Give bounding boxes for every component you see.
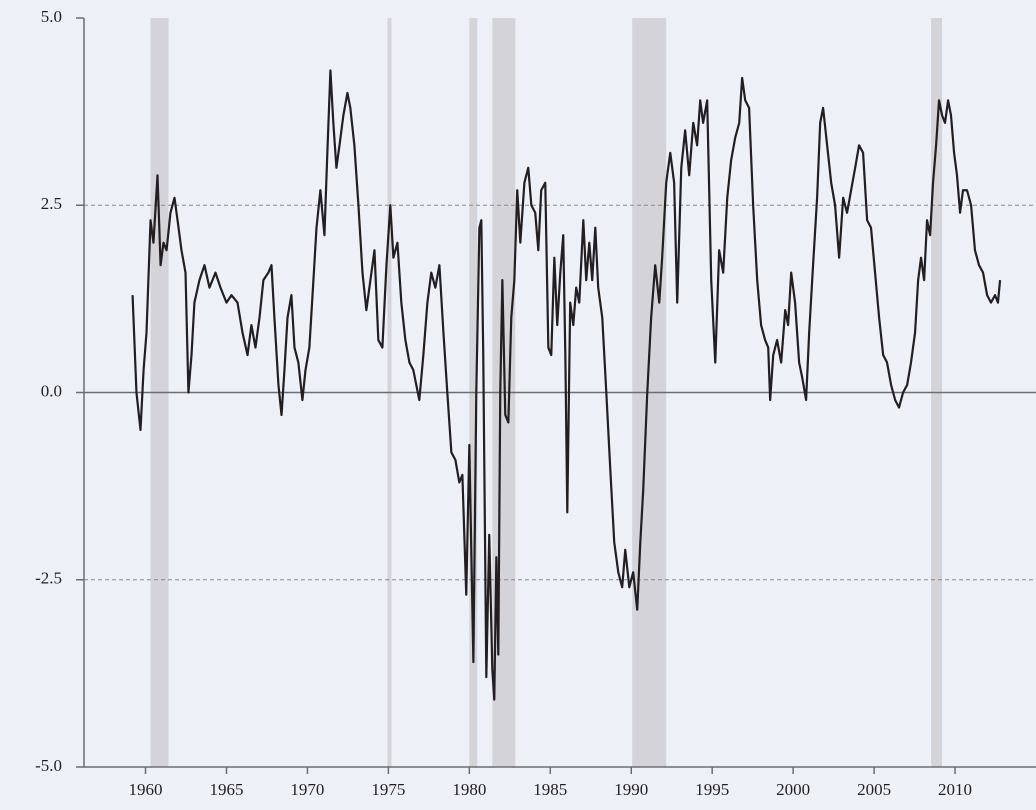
y-tick-label: -5.0 [35,756,62,775]
x-tick-label: 1995 [695,780,729,799]
x-tick-label: 1970 [290,780,324,799]
x-tick-label: 2000 [776,780,810,799]
x-tick-label: 1985 [533,780,567,799]
x-tick-label: 1975 [371,780,405,799]
data-line [131,69,1002,701]
x-tick-label: 2010 [938,780,972,799]
y-tick-label: 2.5 [41,194,62,213]
x-tick-label: 1980 [452,780,486,799]
y-tick-label: 5.0 [41,7,62,26]
x-tick-label: 1965 [209,780,243,799]
y-tick-label: 0.0 [41,381,62,400]
x-tick-label: 1990 [614,780,648,799]
x-tick-label: 1960 [129,780,163,799]
x-tick-label: 2005 [857,780,891,799]
y-tick-label: -2.5 [35,569,62,588]
